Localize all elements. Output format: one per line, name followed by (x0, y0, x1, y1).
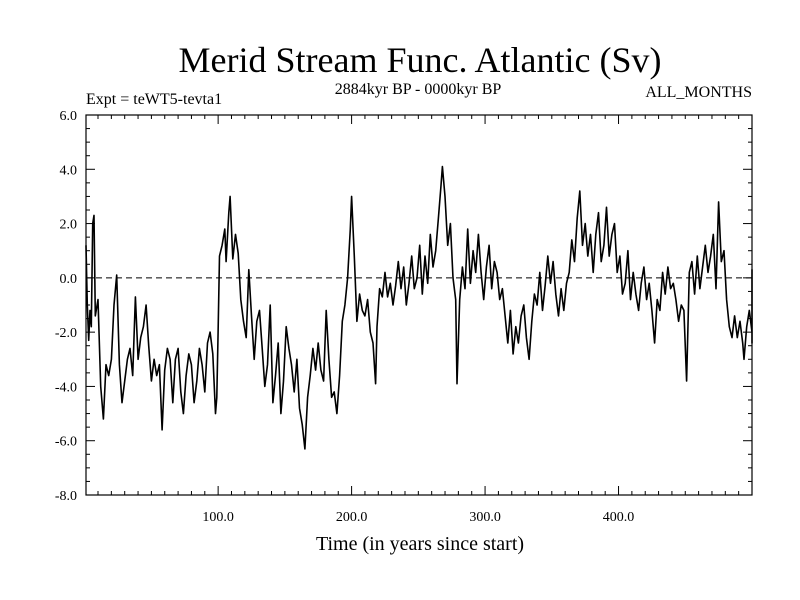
time-range-label: 2884kyr BP - 0000kyr BP (335, 81, 502, 98)
y-tick-label: 0.0 (60, 272, 78, 287)
y-tick-label: -8.0 (55, 489, 77, 504)
y-axis-tick-labels: -8.0 -6.0 -4.0 -2.0 0.0 2.0 4.0 6.0 (55, 109, 77, 504)
months-label: ALL_MONTHS (645, 84, 752, 101)
y-tick-label: 4.0 (60, 163, 78, 178)
data-series-line (85, 165, 753, 450)
x-tick-label: 400.0 (603, 510, 635, 525)
y-axis-ticks (86, 114, 752, 496)
y-tick-label: 6.0 (60, 109, 78, 124)
x-axis-tick-labels: 100.0 200.0 300.0 400.0 (202, 510, 634, 525)
y-tick-label: -4.0 (55, 380, 77, 395)
x-tick-label: 200.0 (336, 510, 368, 525)
y-tick-label: -6.0 (55, 435, 77, 450)
y-tick-label: -2.0 (55, 326, 77, 341)
experiment-label: Expt = teWT5-tevta1 (86, 91, 222, 108)
x-axis-ticks (97, 115, 753, 495)
chart-title: Merid Stream Func. Atlantic (Sv) (179, 40, 662, 80)
x-tick-label: 100.0 (202, 510, 234, 525)
y-tick-label: 2.0 (60, 218, 78, 233)
x-tick-label: 300.0 (469, 510, 501, 525)
x-axis-label: Time (in years since start) (316, 533, 524, 555)
